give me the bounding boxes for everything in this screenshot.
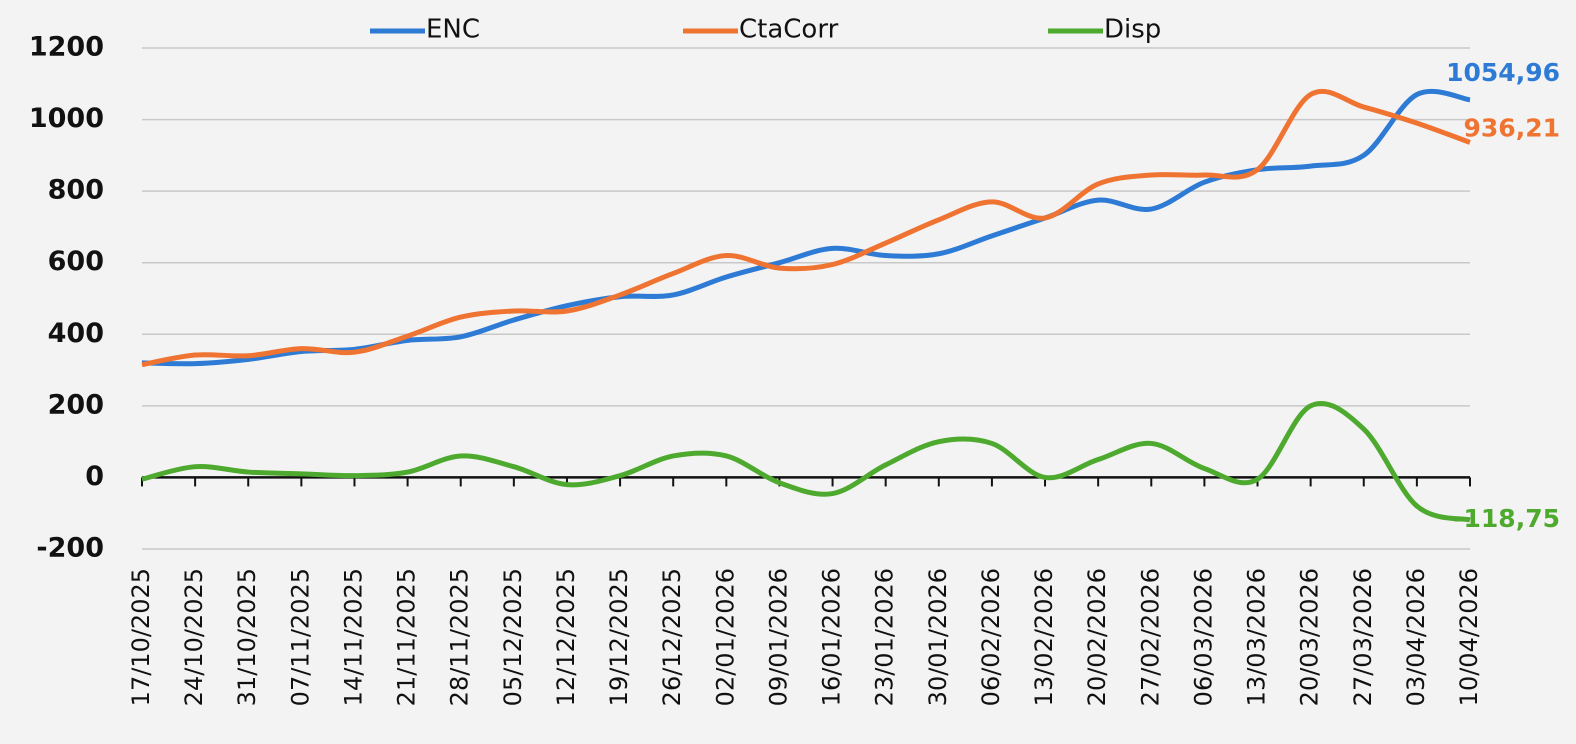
x-tick-label: 17/10/2025 [127, 568, 155, 706]
x-tick-label: 24/10/2025 [180, 568, 208, 706]
x-tick-label: 16/01/2026 [818, 568, 846, 706]
x-tick-label: 30/01/2026 [924, 568, 952, 706]
x-tick-label: 06/03/2026 [1189, 568, 1217, 706]
x-tick-label: 26/12/2025 [658, 568, 686, 706]
data-label: 1054,96 [1446, 58, 1560, 87]
x-tick-label: 27/03/2026 [1349, 568, 1377, 706]
legend-label: ENC [426, 15, 480, 45]
legend-label: Disp [1104, 15, 1161, 45]
data-label: -118,75 [1453, 504, 1560, 533]
x-tick-label: 23/01/2026 [871, 568, 899, 706]
x-tick-label: 19/12/2025 [605, 568, 633, 706]
y-tick-label: 400 [48, 318, 104, 349]
y-tick-label: 800 [48, 175, 104, 206]
x-tick-label: 10/04/2026 [1455, 568, 1483, 706]
x-tick-label: 28/11/2025 [446, 568, 474, 706]
data-label: 936,21 [1464, 113, 1560, 142]
x-tick-label: 03/04/2026 [1402, 568, 1430, 706]
x-tick-label: 13/02/2026 [1030, 568, 1058, 706]
x-tick-label: 13/03/2026 [1243, 568, 1271, 706]
x-tick-label: 31/10/2025 [233, 568, 261, 706]
x-tick-label: 20/02/2026 [1083, 568, 1111, 706]
x-tick-label: 07/11/2025 [286, 568, 314, 706]
series-line [141, 88, 1471, 368]
y-tick-label: 1200 [29, 32, 104, 63]
y-tick-label: 1000 [29, 103, 104, 134]
legend-label: CtaCorr [739, 15, 839, 45]
x-tick-label: 14/11/2025 [339, 568, 367, 706]
x-tick-label: 12/12/2025 [552, 568, 580, 706]
x-tick-label: 05/12/2025 [499, 568, 527, 706]
x-tick-label: 20/03/2026 [1296, 568, 1324, 706]
x-tick-label: 27/02/2026 [1136, 568, 1164, 706]
x-tick-label: 09/01/2026 [764, 568, 792, 706]
x-tick-label: 21/11/2025 [393, 568, 421, 706]
y-tick-label: -200 [36, 533, 104, 564]
y-tick-label: 600 [48, 246, 104, 277]
x-tick-label: 02/01/2026 [711, 568, 739, 706]
y-tick-label: 200 [48, 389, 104, 420]
y-tick-label: 0 [85, 461, 104, 492]
series-line [141, 401, 1471, 523]
x-tick-label: 06/02/2026 [977, 568, 1005, 706]
